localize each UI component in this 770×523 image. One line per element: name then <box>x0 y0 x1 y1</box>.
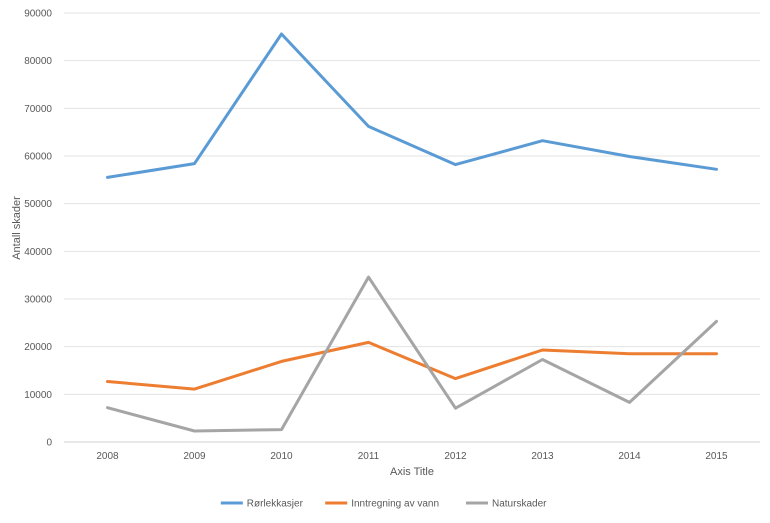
x-tick-label: 2010 <box>270 451 293 462</box>
x-tick-label: 2014 <box>618 451 641 462</box>
x-tick-label: 2013 <box>531 451 554 462</box>
y-tick-label: 30000 <box>24 295 52 306</box>
y-tick-label: 90000 <box>24 9 52 20</box>
y-tick-label: 60000 <box>24 152 52 163</box>
y-tick-label: 70000 <box>24 104 52 115</box>
x-tick-label: 2015 <box>705 451 728 462</box>
x-axis-ticks: 2008 2009 2010 2011 2012 2013 2014 2015 <box>96 451 728 462</box>
series-line-2 <box>106 275 718 433</box>
y-tick-label: 50000 <box>24 199 52 210</box>
legend-label-1: Inntregning av vann <box>351 499 439 510</box>
gridlines <box>64 12 760 443</box>
y-tick-label: 10000 <box>24 390 52 401</box>
series-line-0 <box>106 32 718 179</box>
series-line-1 <box>106 340 718 391</box>
x-tick-label: 2012 <box>444 451 467 462</box>
x-tick-label: 2009 <box>183 451 206 462</box>
legend: Rørlekkasjer Inntregning av vann Naturskad… <box>220 499 547 510</box>
legend-label-0: Rørlekkasjer <box>247 499 304 510</box>
x-axis-title: Axis Title <box>390 466 434 478</box>
y-axis-ticks: 0 10000 20000 30000 40000 50000 60000 70000 8000… <box>24 9 52 449</box>
y-axis-title: Antall skader <box>11 196 23 260</box>
y-tick-label: 40000 <box>24 247 52 258</box>
series-lines <box>106 32 718 433</box>
x-tick-label: 2008 <box>96 451 119 462</box>
legend-label-2: Naturskader <box>492 499 547 510</box>
y-tick-label: 0 <box>46 438 52 449</box>
y-tick-label: 20000 <box>24 342 52 353</box>
y-tick-label: 80000 <box>24 56 52 67</box>
x-tick-label: 2011 <box>358 451 380 462</box>
